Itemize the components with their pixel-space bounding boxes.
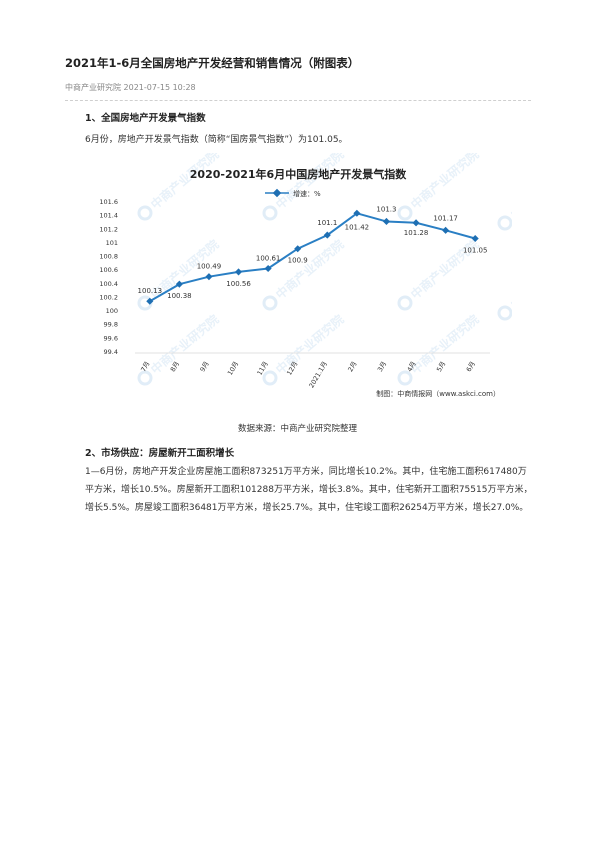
y-tick-label: 101.2 xyxy=(99,225,118,233)
watermark-logo-icon xyxy=(497,305,513,321)
section-2-text: 1—6月份，房地产开发企业房屋施工面积873251万平方米，同比增长10.2%。… xyxy=(85,467,533,513)
watermark: 中商产业研究院 xyxy=(137,311,222,386)
data-label: 100.56 xyxy=(226,280,251,288)
y-tick-label: 99.6 xyxy=(104,334,118,342)
data-label: 101.3 xyxy=(376,205,396,213)
y-tick-label: 100.6 xyxy=(99,266,118,274)
data-point xyxy=(412,219,420,227)
watermark-text: 中商产业研究院 xyxy=(408,153,482,212)
y-tick-label: 101.6 xyxy=(99,198,118,206)
watermark-logo-icon xyxy=(497,215,513,231)
watermark-text: 中商产业研究院 xyxy=(508,156,512,221)
data-label: 101.28 xyxy=(404,229,429,237)
section-1-heading: 1、全国房地产开发景气指数 xyxy=(85,113,206,124)
y-tick-label: 99.8 xyxy=(104,321,118,329)
article-title: 2021年1-6月全国房地产开发经营和销售情况（附图表） xyxy=(65,56,360,70)
watermark-text: 中商产业研究院 xyxy=(148,311,222,376)
watermark: 中商产业研究院 xyxy=(137,146,222,221)
watermark-logo-icon xyxy=(397,295,413,311)
legend-marker xyxy=(272,188,282,198)
series-line xyxy=(149,212,476,303)
data-point xyxy=(235,268,243,276)
data-label: 101.42 xyxy=(345,223,370,231)
data-point xyxy=(323,231,331,239)
chart-title: 2020-2021年6月中国房地产开发景气指数 xyxy=(190,167,407,181)
chart-container: 中商产业研究院 中商产业研究院 中商产业研究院 中商产业研究院 中商产业研究院 中商产业研… xyxy=(85,146,582,405)
data-label: 100.61 xyxy=(256,255,281,263)
watermark-text: 中商产业研究院 xyxy=(148,153,222,212)
divider xyxy=(65,100,531,101)
data-point xyxy=(471,234,479,243)
chart-caption: 数据来源：中商产业研究院整理 xyxy=(237,424,357,434)
data-label: 100.38 xyxy=(167,292,192,300)
legend: 增速：% xyxy=(265,188,321,198)
watermark: 中商产业研究院 xyxy=(397,311,482,386)
data-label: 100.49 xyxy=(197,263,222,271)
watermark: 中商产业研究院 xyxy=(262,236,347,311)
y-tick-label: 100.8 xyxy=(99,253,118,261)
data-point xyxy=(175,280,183,288)
y-tick-label: 99.4 xyxy=(104,348,118,356)
data-label: 101.05 xyxy=(463,247,488,255)
watermark: 中商产业研究院 xyxy=(262,146,347,221)
data-point xyxy=(382,217,390,225)
y-tick-label: 100 xyxy=(106,307,118,315)
data-label: 101.17 xyxy=(433,214,458,222)
watermark: 中商产业研究院 xyxy=(397,146,482,221)
data-label: 100.9 xyxy=(288,257,308,265)
watermark-logo-icon xyxy=(397,370,413,386)
x-tick-label: 2月 xyxy=(346,360,358,373)
data-point xyxy=(264,264,272,273)
plot-area: 100.13 100.38 100.49 100.56 100.61 100.9 101.1… xyxy=(138,205,488,305)
x-tick-label: 10月 xyxy=(226,360,240,377)
watermark-logo-icon xyxy=(262,205,278,221)
section-2-heading: 2、市场供应：房屋新开工面积增长 xyxy=(85,448,235,459)
watermark: 中商产业研究院 xyxy=(497,156,582,231)
x-tick-label: 2021.1月 xyxy=(307,360,329,389)
watermark-logo-icon xyxy=(262,370,278,386)
y-tick-label: 101 xyxy=(106,239,118,247)
watermark-text: 中商产业研究院 xyxy=(273,236,347,301)
section-1-text: 6月份，房地产开发景气指数（简称“国房景气指数”）为101.05。 xyxy=(85,135,348,145)
x-tick-label: 11月 xyxy=(256,360,270,377)
watermark-text: 中商产业研究院 xyxy=(508,246,512,311)
watermark-text: 中商产业研究院 xyxy=(273,153,347,212)
watermark: 中商产业研究院 xyxy=(497,246,582,321)
y-tick-label: 101.4 xyxy=(99,212,118,220)
data-point xyxy=(205,273,213,281)
y-tick-label: 100.2 xyxy=(99,293,118,301)
watermark-text: 中商产业研究院 xyxy=(273,311,347,376)
watermark-logo-icon xyxy=(137,205,153,221)
data-label: 101.1 xyxy=(317,219,337,227)
data-point xyxy=(442,226,450,234)
data-point xyxy=(353,209,361,217)
article-meta: 中商产业研究院 2021-07-15 10:28 xyxy=(65,83,196,92)
chart-source-note: 制图：中商情报网（www.askci.com） xyxy=(376,389,500,398)
legend-label: 增速：% xyxy=(293,189,321,198)
watermark-logo-icon xyxy=(137,370,153,386)
watermark-logo-icon xyxy=(262,295,278,311)
x-tick-label: 5月 xyxy=(435,360,447,373)
y-tick-label: 100.4 xyxy=(99,280,118,288)
x-tick-label: 7月 xyxy=(139,360,151,373)
watermark: 中商产业研究院 xyxy=(262,311,347,386)
x-tick-label: 6月 xyxy=(465,360,477,373)
x-tick-label: 3月 xyxy=(376,360,388,373)
data-label: 100.13 xyxy=(138,287,163,295)
x-tick-label: 9月 xyxy=(198,360,210,373)
watermark-logo-icon xyxy=(397,205,413,221)
